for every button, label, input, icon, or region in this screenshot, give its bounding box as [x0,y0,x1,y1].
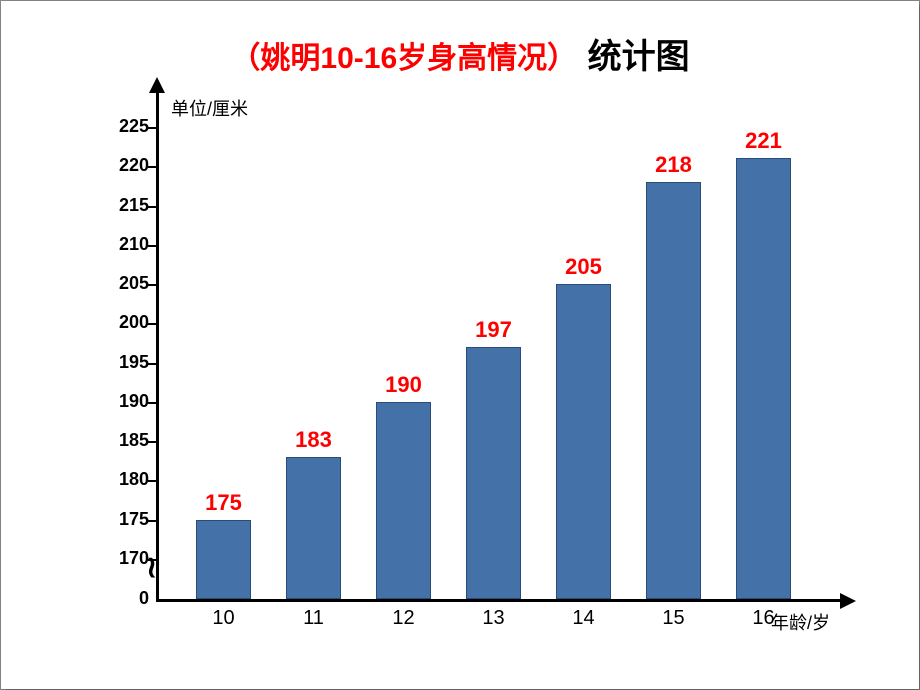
x-tick-label: 13 [459,607,529,630]
bar-value-label: 175 [189,490,259,516]
x-axis-arrow [840,593,856,609]
y-tick-mark [148,480,156,482]
plot-area: 17510183111901219713205142181522116 [156,91,856,601]
x-axis-unit-label: 年龄/岁 [771,609,830,635]
y-tick-mark [148,245,156,247]
y-tick-mark [148,127,156,129]
x-tick-label: 12 [369,607,439,630]
chart-area: 单位/厘米 1751018311190121971320514218152211… [51,91,871,651]
chart-title-row: （姚明10-16岁身高情况） 统计图 [1,29,919,78]
x-axis-line [156,599,842,602]
bar-value-label: 197 [459,317,529,343]
bar [286,457,341,599]
y-tick-mark [148,284,156,286]
bar [196,520,251,599]
y-axis-line [156,85,159,601]
y-tick-label: 225 [101,116,149,137]
y-tick-label: 0 [101,588,149,609]
y-tick-mark [148,520,156,522]
y-tick-label: 175 [101,509,149,530]
title-suffix: 统计图 [588,38,690,76]
x-tick-label: 10 [189,607,259,630]
y-tick-mark [148,206,156,208]
axis-break-mark: ≀ [146,563,168,573]
y-tick-label: 220 [101,155,149,176]
y-tick-label: 195 [101,352,149,373]
bar [646,182,701,599]
y-tick-label: 200 [101,312,149,333]
bar [556,284,611,599]
y-tick-mark [148,166,156,168]
y-axis-arrow [149,77,165,93]
y-tick-label: 190 [101,391,149,412]
y-tick-mark [148,441,156,443]
bar-value-label: 221 [729,128,799,154]
y-tick-label: 180 [101,469,149,490]
bar-value-label: 205 [549,254,619,280]
bar-value-label: 183 [279,427,349,453]
bar [376,402,431,599]
x-tick-label: 11 [279,607,349,630]
bar [466,347,521,599]
y-tick-label: 215 [101,195,149,216]
bar-value-label: 218 [639,152,709,178]
y-tick-label: 210 [101,234,149,255]
x-tick-label: 15 [639,607,709,630]
x-tick-label: 14 [549,607,619,630]
y-tick-mark [148,323,156,325]
y-tick-mark [148,402,156,404]
slide-container: （姚明10-16岁身高情况） 统计图 单位/厘米 175101831119012… [0,0,920,690]
bar-value-label: 190 [369,372,439,398]
y-tick-label: 185 [101,430,149,451]
title-highlight: （姚明10-16岁身高情况） [230,42,577,75]
y-tick-mark [148,363,156,365]
y-tick-label: 170 [101,548,149,569]
bar [736,158,791,599]
y-tick-label: 205 [101,273,149,294]
